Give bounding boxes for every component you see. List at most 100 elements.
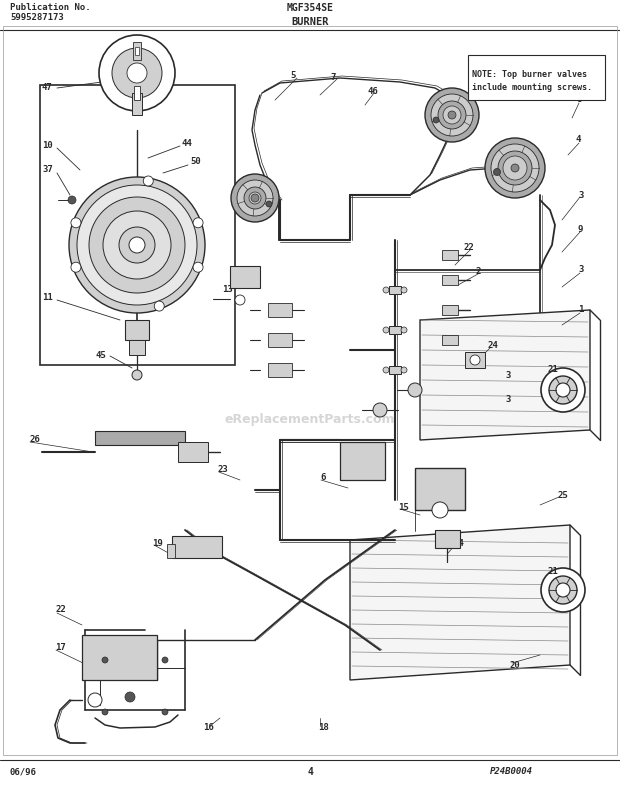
Text: 15: 15 bbox=[398, 502, 409, 511]
Circle shape bbox=[237, 180, 273, 216]
Circle shape bbox=[431, 94, 473, 136]
Circle shape bbox=[511, 164, 519, 172]
Circle shape bbox=[162, 657, 168, 663]
Text: 37: 37 bbox=[42, 165, 53, 175]
Text: 3: 3 bbox=[578, 190, 583, 200]
Polygon shape bbox=[350, 525, 570, 680]
Circle shape bbox=[112, 48, 162, 98]
Text: 26: 26 bbox=[30, 435, 41, 445]
Text: 20: 20 bbox=[510, 660, 521, 669]
Text: 6: 6 bbox=[320, 473, 326, 483]
Text: 5995287173: 5995287173 bbox=[10, 13, 64, 21]
Bar bbox=[132, 93, 142, 115]
Circle shape bbox=[503, 156, 527, 180]
Circle shape bbox=[541, 368, 585, 412]
Circle shape bbox=[401, 327, 407, 333]
Bar bbox=[172, 536, 222, 558]
Bar bbox=[268, 303, 292, 317]
Text: 11: 11 bbox=[42, 294, 53, 303]
Text: 21: 21 bbox=[547, 366, 558, 374]
Circle shape bbox=[162, 709, 168, 715]
Bar bbox=[389, 286, 401, 294]
Text: 3: 3 bbox=[505, 396, 510, 404]
Text: 25: 25 bbox=[557, 491, 568, 499]
Bar bbox=[268, 363, 292, 377]
Text: 44: 44 bbox=[182, 138, 193, 148]
Bar bbox=[340, 442, 385, 480]
Circle shape bbox=[193, 262, 203, 273]
Circle shape bbox=[69, 177, 205, 313]
Text: 1: 1 bbox=[578, 306, 583, 314]
Circle shape bbox=[154, 301, 164, 311]
Bar bbox=[133, 42, 141, 60]
Circle shape bbox=[129, 237, 145, 253]
Bar bbox=[178, 442, 208, 462]
Circle shape bbox=[549, 376, 577, 404]
Text: 4: 4 bbox=[307, 767, 313, 777]
Bar bbox=[442, 335, 458, 345]
Text: 16: 16 bbox=[203, 724, 214, 732]
Polygon shape bbox=[420, 310, 590, 440]
Circle shape bbox=[443, 106, 461, 124]
Circle shape bbox=[77, 185, 197, 305]
Circle shape bbox=[71, 218, 81, 228]
Circle shape bbox=[235, 295, 245, 305]
Bar bbox=[435, 530, 460, 548]
Text: 23: 23 bbox=[218, 465, 229, 475]
Bar bbox=[268, 333, 292, 347]
Circle shape bbox=[432, 502, 448, 518]
Circle shape bbox=[103, 211, 171, 279]
Circle shape bbox=[491, 144, 539, 192]
Circle shape bbox=[71, 262, 81, 273]
Text: 22: 22 bbox=[56, 605, 67, 615]
Text: 50: 50 bbox=[190, 157, 201, 167]
Circle shape bbox=[470, 355, 480, 365]
Text: MGF354SE: MGF354SE bbox=[286, 3, 334, 13]
Bar bbox=[442, 275, 458, 285]
Circle shape bbox=[99, 35, 175, 111]
Circle shape bbox=[383, 367, 389, 373]
Circle shape bbox=[498, 151, 532, 185]
Circle shape bbox=[448, 111, 456, 119]
Text: 47: 47 bbox=[42, 84, 53, 92]
Circle shape bbox=[373, 403, 387, 417]
Bar bbox=[167, 544, 175, 558]
Bar bbox=[442, 250, 458, 260]
Text: 2: 2 bbox=[476, 268, 481, 276]
Circle shape bbox=[401, 367, 407, 373]
Bar bbox=[468, 55, 605, 100]
Circle shape bbox=[125, 692, 135, 702]
Circle shape bbox=[383, 327, 389, 333]
Text: 21: 21 bbox=[547, 567, 558, 577]
Circle shape bbox=[485, 138, 545, 198]
Circle shape bbox=[89, 197, 185, 293]
Circle shape bbox=[266, 201, 272, 207]
Bar bbox=[389, 326, 401, 334]
Circle shape bbox=[143, 176, 153, 186]
Text: 13: 13 bbox=[222, 285, 232, 295]
Circle shape bbox=[249, 192, 261, 204]
Text: P24B0004: P24B0004 bbox=[490, 768, 533, 777]
Bar bbox=[442, 305, 458, 315]
Circle shape bbox=[119, 227, 155, 263]
Text: 14: 14 bbox=[453, 539, 464, 547]
Text: 19: 19 bbox=[152, 539, 162, 547]
Text: 5: 5 bbox=[290, 72, 295, 81]
Bar bbox=[230, 266, 260, 288]
Text: 8: 8 bbox=[576, 96, 582, 104]
Circle shape bbox=[132, 370, 142, 380]
Circle shape bbox=[494, 168, 500, 175]
Text: 45: 45 bbox=[95, 351, 106, 359]
Bar bbox=[40, 85, 235, 365]
Circle shape bbox=[102, 657, 108, 663]
Text: 10: 10 bbox=[42, 141, 53, 149]
Text: 7: 7 bbox=[330, 73, 335, 81]
Bar bbox=[125, 320, 149, 340]
Text: NOTE: Top burner valves
include mounting screws.: NOTE: Top burner valves include mounting… bbox=[472, 70, 592, 92]
Text: 3: 3 bbox=[578, 265, 583, 274]
Circle shape bbox=[556, 583, 570, 597]
Text: 18: 18 bbox=[318, 724, 329, 732]
Circle shape bbox=[88, 693, 102, 707]
Text: Publication No.: Publication No. bbox=[10, 3, 91, 13]
Circle shape bbox=[231, 174, 279, 222]
